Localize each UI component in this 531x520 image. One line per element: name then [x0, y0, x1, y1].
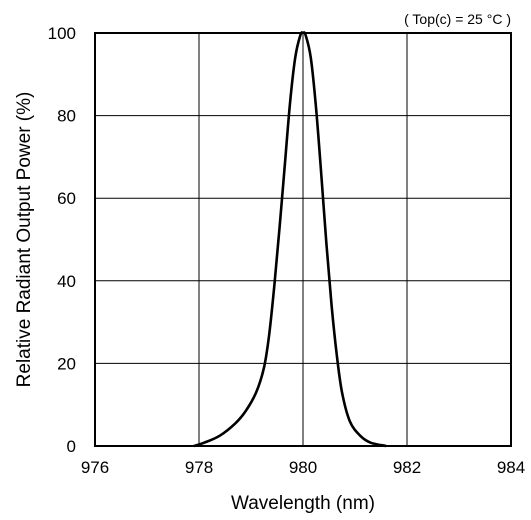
- y-tick-label: 40: [57, 272, 76, 291]
- y-tick-label: 20: [57, 354, 76, 373]
- grid: [94, 32, 512, 447]
- x-axis-label: Wavelength (nm): [231, 493, 375, 514]
- x-tick-label: 976: [81, 458, 109, 477]
- y-tick-label: 80: [57, 107, 76, 126]
- x-axis-ticks: 976 978 980 982 984: [81, 458, 525, 477]
- x-tick-label: 984: [497, 458, 525, 477]
- series-layer: [193, 31, 387, 448]
- y-tick-label: 100: [48, 24, 76, 43]
- y-axis-ticks: 0 20 40 60 80 100: [48, 24, 76, 456]
- x-tick-label: 982: [393, 458, 421, 477]
- x-tick-label: 978: [185, 458, 213, 477]
- y-tick-label: 0: [67, 437, 76, 456]
- x-tick-label: 980: [289, 458, 317, 477]
- condition-annotation: ( Top(c) = 25 °C ): [404, 11, 511, 27]
- y-tick-label: 60: [57, 189, 76, 208]
- y-axis-label: Relative Radiant Output Power (%): [14, 92, 35, 388]
- spectrum-curve: [193, 31, 387, 448]
